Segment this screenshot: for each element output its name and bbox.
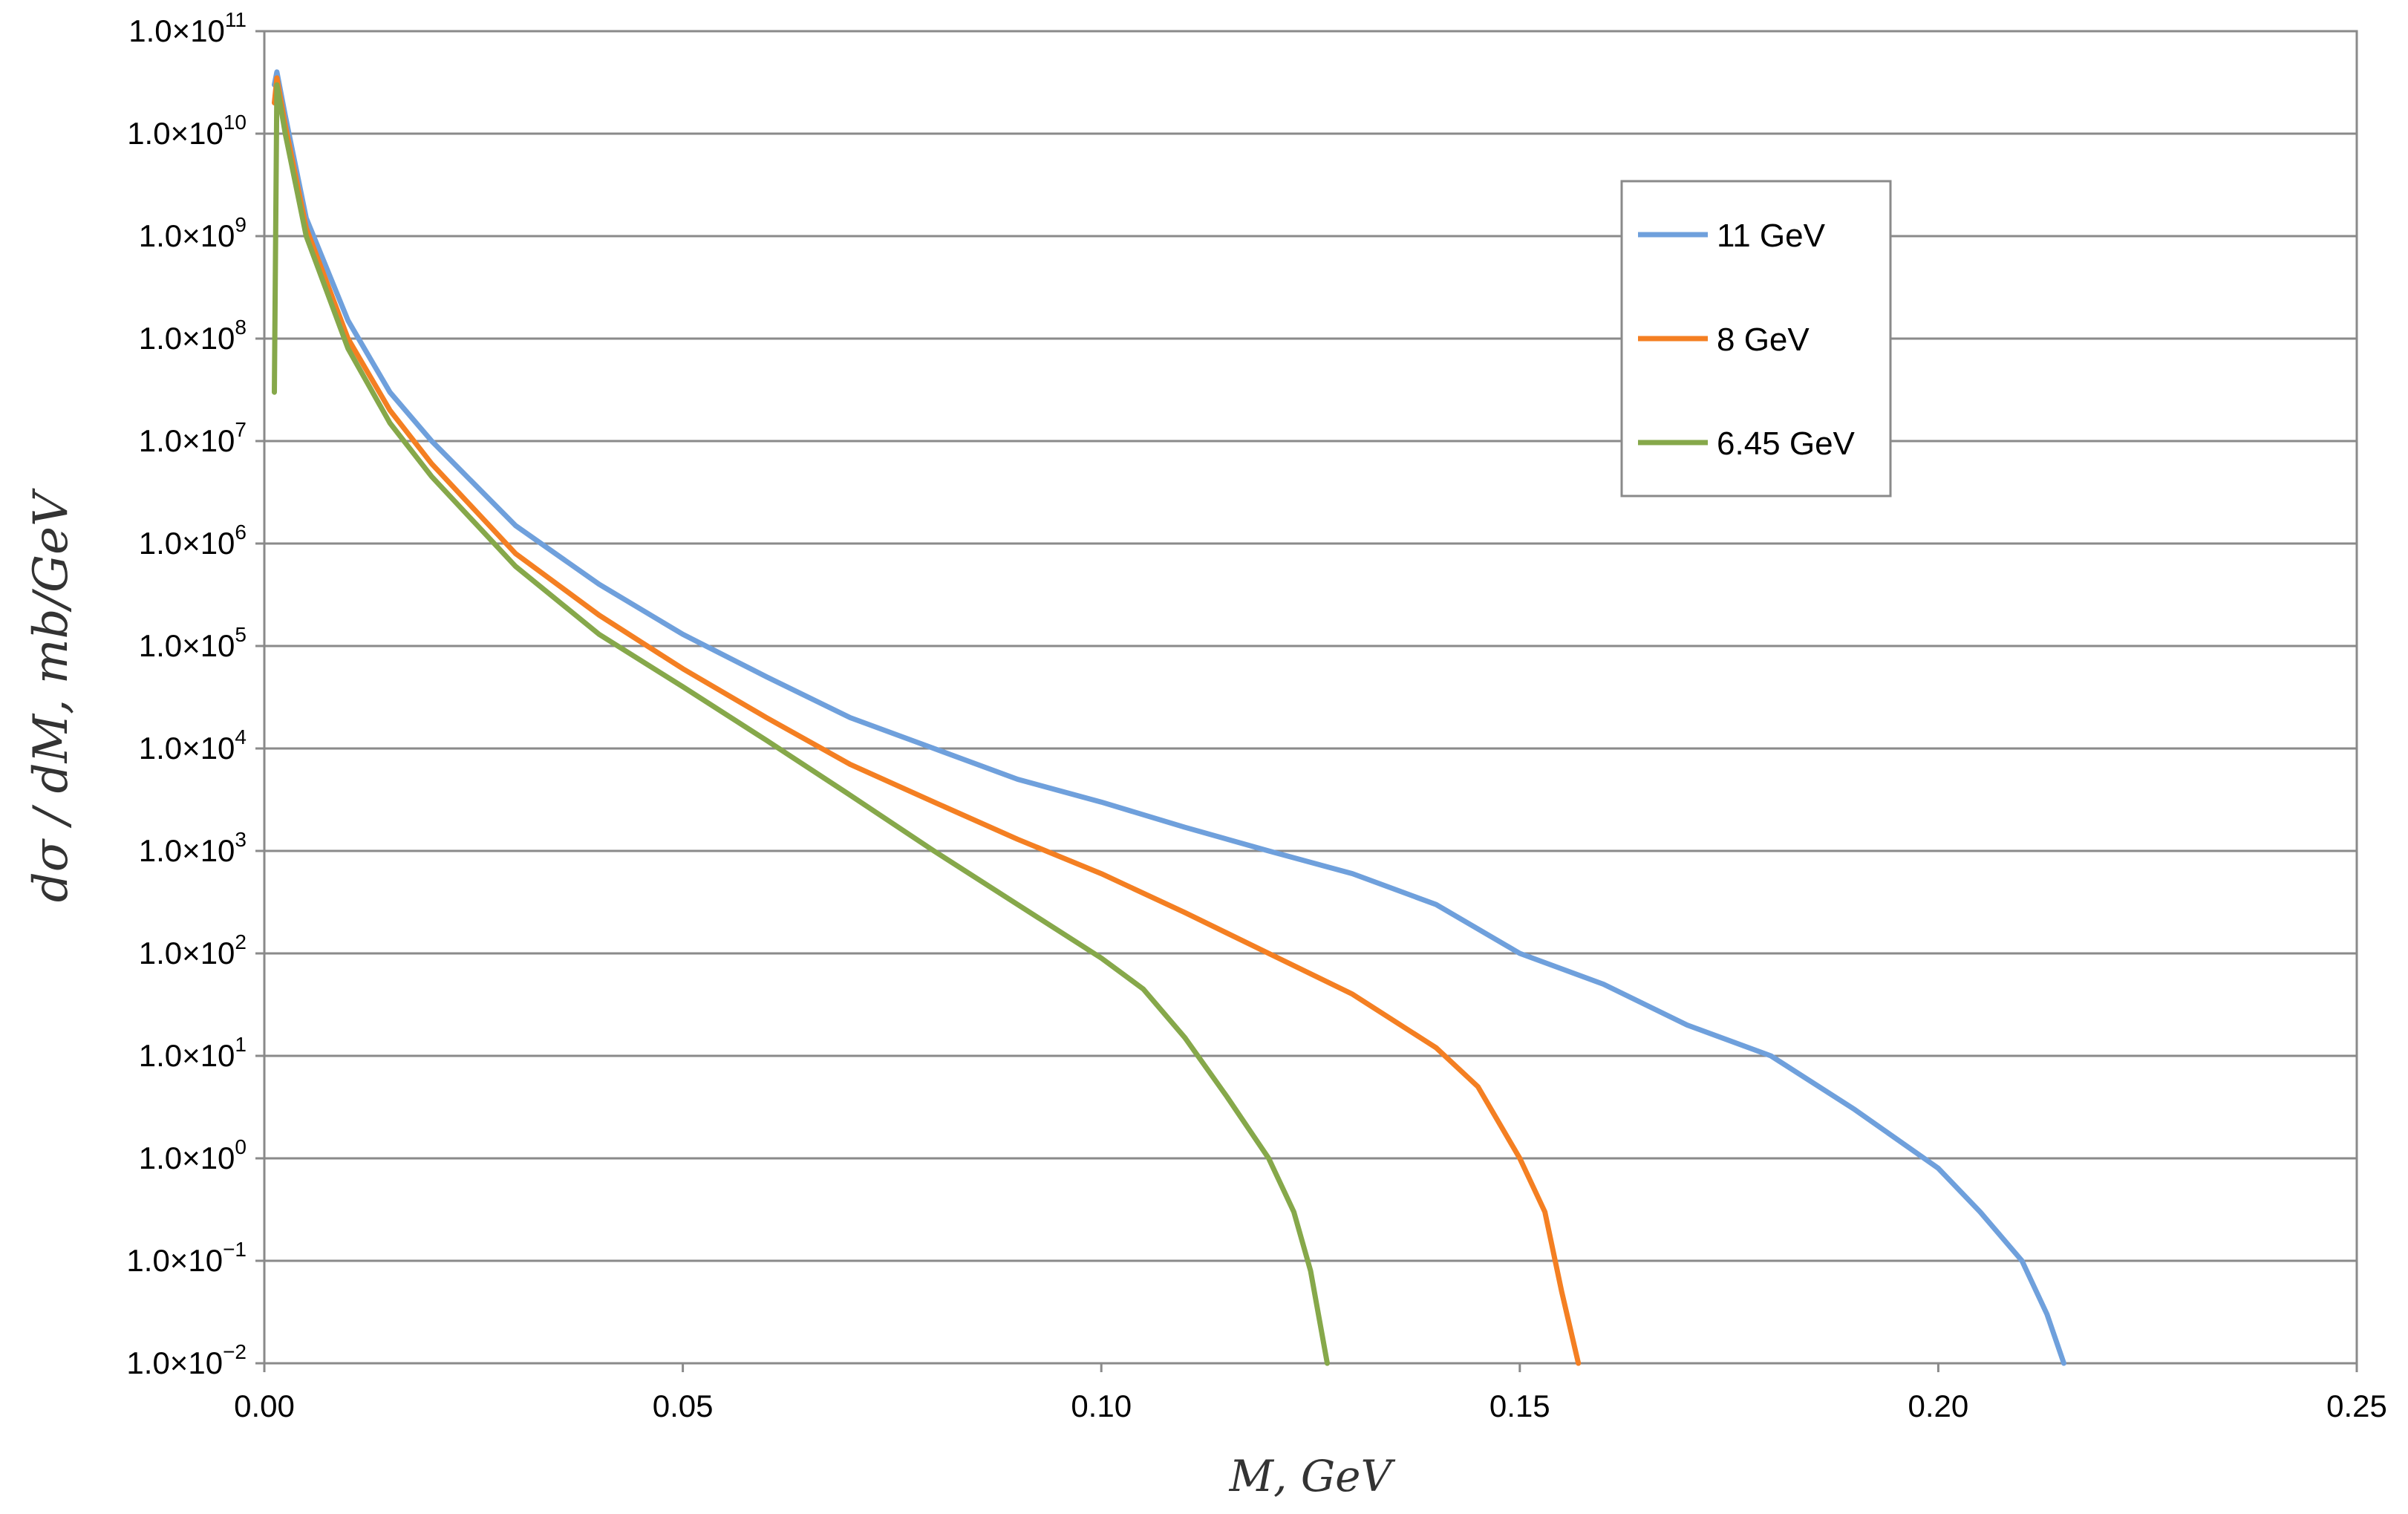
- x-tick-label: 0.25: [2326, 1389, 2387, 1423]
- x-tick-label: 0.10: [1071, 1389, 1132, 1423]
- y-tick-label: 1.0×1011: [128, 8, 247, 48]
- y-axis-ticks: 1.0×1011 1.0×1010 1.0×109 1.0×108 1.0×107 1.0…: [126, 8, 264, 1380]
- legend-label: 8 GeV: [1717, 322, 1810, 358]
- x-axis-ticks: 0.00 0.05 0.10 0.15 0.20 0.25: [234, 1363, 2387, 1423]
- y-tick-label: 1.0×10−1: [126, 1238, 247, 1278]
- y-tick-label: 1.0×105: [139, 623, 247, 663]
- x-tick-label: 0.20: [1908, 1389, 1969, 1423]
- y-tick-label: 1.0×102: [139, 930, 247, 970]
- y-tick-label: 1.0×107: [139, 418, 247, 458]
- legend: 11 GeV 8 GeV 6.45 GeV: [1620, 180, 1892, 497]
- y-tick-label: 1.0×104: [139, 725, 247, 766]
- y-tick-label: 1.0×10−2: [126, 1340, 247, 1380]
- y-axis-label: dσ / dM, mb/GeV: [24, 488, 79, 902]
- grid-lines: [264, 30, 2357, 1365]
- y-tick-label: 1.0×109: [139, 213, 247, 253]
- series-line-2: [272, 75, 1582, 1366]
- y-tick-label: 1.0×106: [139, 521, 247, 561]
- y-tick-label: 1.0×108: [139, 316, 247, 356]
- y-tick-label: 1.0×101: [139, 1033, 247, 1073]
- legend-label: 6.45 GeV: [1717, 425, 1856, 462]
- y-tick-label: 1.0×100: [139, 1135, 247, 1175]
- x-axis-label: M, GeV: [1229, 1451, 1396, 1501]
- plot-area-frame: [263, 30, 2358, 1365]
- y-tick-label: 1.0×103: [139, 828, 247, 868]
- x-tick-label: 0.00: [234, 1389, 295, 1423]
- series-line-1: [272, 69, 2066, 1366]
- y-tick-label: 1.0×1010: [127, 111, 247, 151]
- legend-label: 11 GeV: [1717, 218, 1826, 254]
- series-line-3: [272, 82, 1330, 1366]
- x-tick-label: 0.05: [653, 1389, 714, 1423]
- x-tick-label: 0.15: [1489, 1389, 1550, 1423]
- series-lines: [272, 69, 2066, 1366]
